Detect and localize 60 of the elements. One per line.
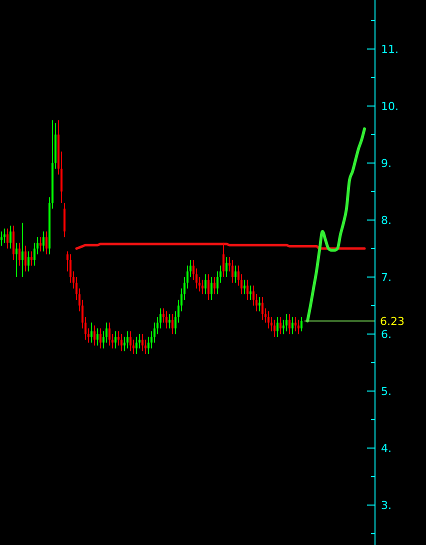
y-tick-label: 6. [381,328,392,341]
candlestick [136,336,138,355]
candlestick [130,330,132,352]
candlestick [18,242,20,266]
y-tick-label: 9. [381,156,392,170]
candlestick [6,228,8,250]
candlestick [64,202,66,238]
candlestick [90,322,92,344]
candlestick [22,222,24,278]
y-tick-label: 7. [381,270,392,284]
candlestick [42,230,44,252]
ref-line-label: 6.23 [380,314,404,328]
candlestick [210,276,212,300]
candlestick [96,328,98,346]
y-tick-label: 4. [381,442,392,455]
candlestick [10,225,12,250]
candlestick [232,259,234,284]
candlestick [30,250,32,266]
candlestick [204,274,206,295]
candlestick [258,296,260,312]
candlestick [280,316,282,335]
y-tick-label: 3. [381,498,392,512]
candlestick [294,316,296,332]
line-series [306,127,366,322]
candlestick [202,279,204,295]
candlestick [126,330,128,349]
candlestick [108,322,110,346]
candlestick [226,256,228,278]
candlestick [100,328,102,349]
candlestick [244,279,246,295]
candlestick [300,316,302,332]
candlestick [214,276,216,295]
y-tick-label: 8. [381,214,392,227]
candlestick [24,245,26,272]
candlestick [208,274,210,300]
candlestick [262,296,264,320]
candlestick [292,316,294,335]
candlestick [234,265,236,284]
y-tick-label: 10. [381,100,398,113]
candlestick [298,319,300,335]
candlestick [120,334,122,352]
candlestick [94,325,96,346]
y-tick-label: 11. [381,42,398,56]
candlestick [114,330,116,349]
y-tick-label: 5. [381,384,392,398]
candlestick [166,310,168,329]
candlestick [28,250,30,272]
candlestick [276,316,278,338]
candlestick [46,230,48,255]
candlestick [12,225,14,260]
candlestick [268,310,270,329]
candlestick [246,279,248,300]
candlestick [172,314,174,335]
candlestick [222,242,224,278]
candlestick [288,314,290,335]
candlestick [16,242,18,278]
candlestick [142,334,144,352]
candlestick [286,314,288,332]
candlestick [274,319,276,338]
candlestick [0,230,2,246]
